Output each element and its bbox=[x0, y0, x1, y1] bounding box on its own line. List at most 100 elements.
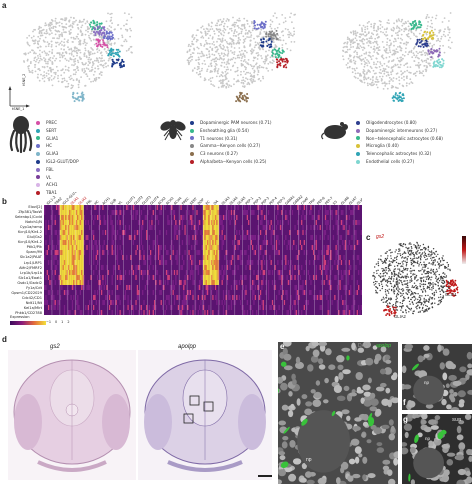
gene-label: Kel1a/Mlrt bbox=[23, 305, 42, 310]
legend-label: FBL bbox=[46, 166, 54, 172]
gene-label: Lrp1/LRP1 bbox=[23, 260, 42, 265]
legend-swatch bbox=[36, 120, 40, 125]
column-label: DOP bbox=[197, 198, 205, 206]
legend-label: HC bbox=[46, 143, 53, 149]
gene-label: Selenbp1/Ccdd bbox=[14, 215, 42, 220]
legend-swatch bbox=[190, 159, 194, 164]
panel-a-label: a bbox=[2, 1, 7, 10]
legend-item: T1 neurons (0.31) bbox=[190, 135, 272, 143]
gene-label: Glul/Gs2 bbox=[26, 235, 42, 240]
column-label: TRH bbox=[307, 198, 316, 206]
legend-item: Oligodendrocytes (0.80) bbox=[356, 119, 443, 127]
heatmap-legend-ticks: −1 0 1 2 bbox=[46, 320, 70, 324]
column-label: PREC bbox=[181, 196, 191, 206]
gene-label: Gsdc1/Gsdcl2 bbox=[17, 280, 42, 285]
panel-d-label: d bbox=[2, 335, 7, 344]
legend-label: Telencephalic astrocytes (0.32) bbox=[366, 151, 432, 157]
heat-tick-1: 0 bbox=[55, 320, 58, 324]
legend-item: HC bbox=[36, 142, 79, 150]
legend-label: GLIA1 bbox=[46, 135, 59, 141]
legend-swatch bbox=[36, 159, 40, 164]
legend-item: Dopaminergic interneurons (0.27) bbox=[356, 127, 443, 135]
gene-label: Atfn2/FMRF2 bbox=[19, 265, 42, 270]
legend-item: Gamma−Kenyon cells (0.27) bbox=[190, 142, 272, 150]
legend-item: Endothelial cells (0.27) bbox=[356, 158, 443, 166]
legend-swatch bbox=[190, 120, 194, 125]
legend-swatch bbox=[36, 167, 40, 172]
legend-item: Dopaminergic PAM neurons (0.71) bbox=[190, 119, 272, 127]
tsne-axis-arrows bbox=[8, 86, 30, 108]
gene-label: Slc1a2/PAAT bbox=[19, 255, 42, 260]
gene-label: Cyp1a/ramp bbox=[19, 225, 42, 230]
legend-swatch bbox=[36, 191, 40, 196]
legend-swatch bbox=[190, 152, 194, 157]
legend-swatch bbox=[190, 128, 194, 133]
legend-item: Non−telencephalic astrocytes (0.68) bbox=[356, 135, 443, 143]
legend-swatch bbox=[356, 136, 360, 141]
tsne-gs2-plot bbox=[372, 241, 459, 317]
column-label: PEP-1 bbox=[245, 196, 255, 206]
gene-label: Gpsm1/CD22029 bbox=[11, 290, 42, 295]
legend-swatch bbox=[356, 120, 360, 125]
column-label: ACH4 bbox=[173, 196, 182, 205]
legend-label: Dopaminergic interneurons (0.27) bbox=[366, 127, 438, 133]
legend-item: Microglia (0.40) bbox=[356, 142, 443, 150]
heatmap-legend-title: Expression bbox=[10, 315, 30, 319]
legend-label: VL bbox=[46, 174, 52, 180]
legend-label: C3 neurons (0.27) bbox=[200, 151, 238, 157]
tsne2-axis-label: tSNE_2 bbox=[22, 73, 26, 86]
column-label: PEP-5 bbox=[276, 196, 286, 206]
column-label: CHAT bbox=[300, 196, 310, 206]
heatmap bbox=[44, 205, 362, 315]
legend-label: Non−telencephalic astrocytes (0.68) bbox=[366, 135, 443, 141]
legend-label: TBA1 bbox=[46, 190, 57, 196]
gene-label: Ptlk2/Plk bbox=[26, 245, 42, 250]
gene-label: Ndt11/Nt bbox=[25, 300, 42, 305]
legend-label: SERT bbox=[46, 127, 57, 133]
tsne-plot-mouse bbox=[342, 12, 453, 103]
legend-item: Ensheathing glia (0.54) bbox=[190, 127, 272, 135]
column-label: GLIA1 bbox=[70, 196, 80, 206]
panel-e-gene: apolpp bbox=[376, 343, 392, 349]
column-label: VL bbox=[117, 200, 123, 206]
heat-tick-2: 1 bbox=[61, 320, 64, 324]
legend-swatch bbox=[36, 183, 40, 188]
gene-label: Kcnj10/Kir4.2 bbox=[18, 240, 42, 245]
panel-b-label: b bbox=[2, 197, 7, 206]
column-label: PEP-4 bbox=[268, 196, 278, 206]
gene-list: Elovl[2] Zfp381/TaoW Selenbp1/Ccdd Notch1/N… bbox=[4, 205, 42, 316]
legend-label: Gamma−Kenyon cells (0.27) bbox=[200, 143, 261, 149]
scale-bar-d bbox=[258, 475, 272, 477]
column-label: PEP-2 bbox=[253, 196, 263, 206]
brain-section-gs2 bbox=[8, 350, 136, 480]
tsne-plot-octopus bbox=[23, 12, 133, 103]
gene-label: Kcnj10/Kir4.2 bbox=[18, 230, 42, 235]
legend-swatch bbox=[190, 136, 194, 141]
legend-label: IGL2-GLUT/DOP bbox=[46, 158, 79, 164]
column-label: SERT bbox=[189, 196, 198, 205]
panel-d-right-gene: apolpp bbox=[178, 344, 197, 350]
legend-item: Telencephalic astrocytes (0.32) bbox=[356, 150, 443, 158]
gene-label: Notch1/N bbox=[25, 220, 42, 225]
legend-label: Dopaminergic PAM neurons (0.71) bbox=[200, 120, 272, 125]
tsne1-axis-label: tSNE_1 bbox=[12, 107, 25, 111]
fly-icon bbox=[160, 120, 186, 141]
panel-c-label: c bbox=[366, 233, 371, 242]
legend-label: GLIA3 bbox=[46, 151, 59, 157]
column-label: GLUT2 bbox=[133, 195, 144, 206]
gene-label: Slc1a1/Eaat1 bbox=[18, 275, 42, 280]
column-label: GLIA3 bbox=[221, 196, 231, 206]
panel-c-gene: gs2 bbox=[376, 234, 385, 240]
column-label: PEP-3 bbox=[261, 196, 271, 206]
legend-swatch bbox=[190, 144, 194, 149]
octopus-icon bbox=[9, 116, 33, 154]
legend-swatch bbox=[36, 175, 40, 180]
panel-g-sub: SUB bbox=[452, 417, 462, 422]
column-label: GLUT4 bbox=[149, 195, 160, 206]
heatmap-colorbar bbox=[10, 321, 46, 325]
column-label: PEP-7 bbox=[324, 196, 334, 206]
legend-swatch bbox=[36, 144, 40, 149]
micrograph-f bbox=[402, 344, 472, 410]
micrograph-g bbox=[402, 414, 472, 484]
